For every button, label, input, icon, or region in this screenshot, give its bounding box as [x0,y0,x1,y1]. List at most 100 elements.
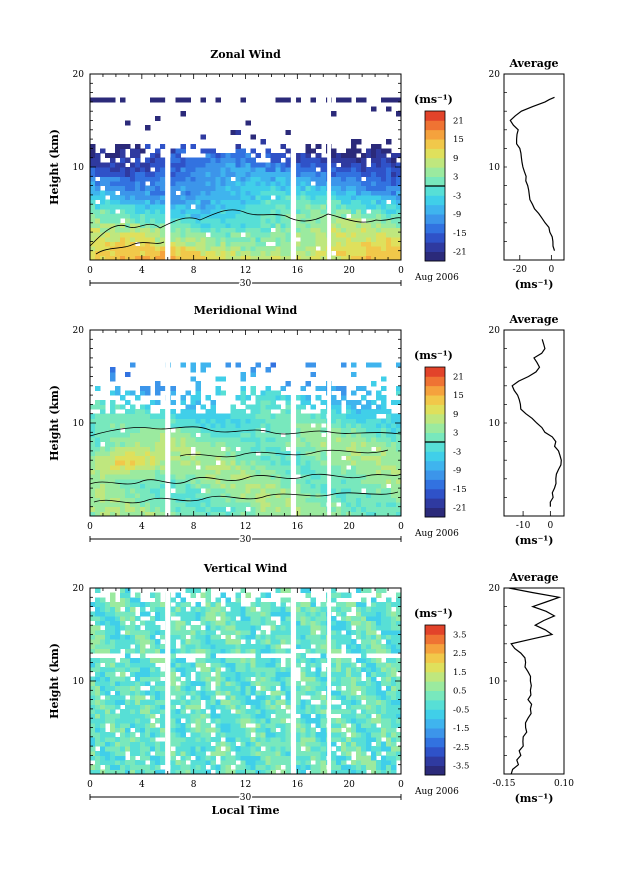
heatmap-cell [230,741,236,747]
panel-title: Vertical Wind [203,562,288,575]
heatmap-cell [225,460,231,466]
heatmap-cell [275,713,282,719]
heatmap-cell [135,625,141,631]
heatmap-cell [225,478,231,484]
heatmap-cell [255,395,262,401]
heatmap-cell [350,185,357,191]
heatmap-cell [260,176,267,182]
heatmap-cell [255,399,262,405]
heatmap-cell [135,213,141,219]
colorbar-tick-label: 3 [453,429,458,439]
heatmap-cell [255,708,262,715]
heatmap-cell [315,736,322,742]
heatmap-cell [95,497,101,503]
heatmap-cell [115,432,121,438]
heatmap-cell [210,727,216,733]
heatmap-cell [355,97,362,103]
heatmap-cell [245,413,252,419]
heatmap-cell [95,722,101,728]
heatmap-cell [215,162,221,168]
heatmap-cell [180,176,186,182]
heatmap-cell [305,255,312,261]
heatmap-cell [250,208,257,214]
heatmap-cell [105,685,111,691]
heatmap-cell [100,232,106,238]
heatmap-cell [305,381,312,387]
heatmap-cell [90,250,96,256]
heatmap-cell [375,455,382,461]
heatmap-cell [370,441,377,447]
heatmap-cell [205,588,211,594]
heatmap-cell [375,464,382,470]
heatmap-cell [160,222,166,228]
heatmap-cell [305,690,312,696]
heatmap-cell [365,362,372,368]
heatmap-cell [300,657,307,663]
heatmap-cell [185,690,191,696]
heatmap-cell [330,450,337,457]
heatmap-cell [355,218,362,224]
heatmap-cell [185,413,191,419]
colorbar-segment [425,167,445,178]
heatmap-cell [180,606,186,612]
heatmap-cell [305,143,312,149]
heatmap-cell [180,255,186,261]
heatmap-cell [330,639,337,645]
heatmap-cell [180,199,186,205]
heatmap-cell [160,694,166,701]
heatmap-cell [280,483,287,489]
heatmap-cell [130,625,136,631]
heatmap-cell [90,708,96,715]
heatmap-cell [105,629,111,635]
heatmap-cell [180,750,186,756]
heatmap-cell [295,250,302,256]
heatmap-cell [215,718,221,724]
heatmap-cell [180,667,186,673]
heatmap-cell [235,732,241,738]
heatmap-cell [300,671,307,677]
heatmap-cell [225,704,231,710]
heatmap-cell [380,446,387,452]
heatmap-cell [145,222,151,228]
heatmap-cell [150,218,156,224]
heatmap-cell [150,157,156,163]
heatmap-cell [220,204,226,210]
heatmap-cell [140,176,146,182]
heatmap-cell [375,199,382,205]
heatmap-cell [110,694,116,701]
heatmap-cell [215,246,221,252]
heatmap-cell [335,222,342,228]
heatmap-cell [395,418,402,424]
heatmap-cell [205,746,211,752]
heatmap-cell [170,667,176,673]
heatmap-cell [285,129,292,135]
heatmap-cell [340,194,347,201]
heatmap-cell [285,381,292,387]
heatmap-cell [100,409,106,415]
heatmap-cell [180,409,186,415]
heatmap-cell [200,171,206,177]
heatmap-cell [135,639,141,645]
heatmap-cell [95,446,101,452]
heatmap-cell [100,171,106,177]
heatmap-cell [315,750,322,756]
heatmap-cell [350,204,357,210]
heatmap-cell [310,615,317,622]
heatmap-cell [190,732,196,738]
heatmap-cell [310,750,317,756]
heatmap-cell [120,708,126,715]
heatmap-cell [305,427,312,433]
heatmap-cell [255,625,262,631]
heatmap-cell [350,213,357,219]
heatmap-cell [115,750,121,756]
heatmap-cell [320,694,327,701]
heatmap-cell [115,634,121,640]
heatmap-cell [390,153,397,159]
heatmap-cell [175,502,181,508]
heatmap-cell [115,446,121,452]
heatmap-cell [265,746,272,752]
heatmap-cell [360,232,367,238]
heatmap-cell [300,399,307,405]
heatmap-cell [300,404,307,410]
heatmap-cell [170,685,176,691]
